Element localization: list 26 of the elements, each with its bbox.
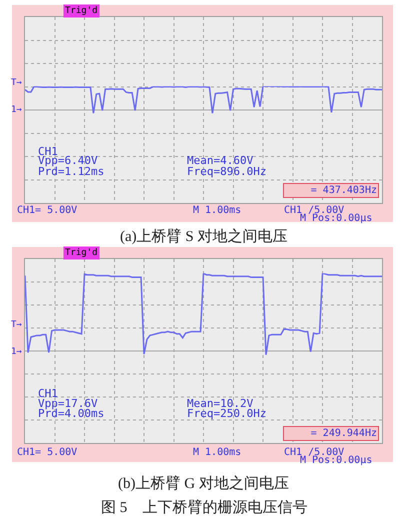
text: CH1 bbox=[38, 387, 58, 400]
text: M 1.00ms bbox=[193, 205, 242, 216]
text: Freq=896.0Hz bbox=[187, 165, 266, 178]
text: Trig'd bbox=[65, 248, 98, 258]
text: Mean=4.60V bbox=[187, 154, 254, 167]
text: Prd=4.00ms bbox=[38, 407, 104, 420]
text: 1→ bbox=[11, 105, 22, 115]
text: Prd=1.12ms bbox=[38, 165, 104, 178]
text: Trig'd bbox=[65, 6, 98, 16]
text: M Pos:0.00µs bbox=[300, 213, 372, 224]
text: CH1= 5.00V bbox=[17, 205, 78, 216]
text: = 249.944Hz bbox=[310, 428, 377, 439]
text: CH1= 5.00V bbox=[17, 447, 78, 458]
text: T→ bbox=[11, 78, 22, 88]
caption: 图 5 上下桥臂的栅源电压信号 bbox=[101, 499, 308, 516]
text: 1→ bbox=[11, 347, 22, 357]
text: (a)上桥臂 S 对地之间电压 bbox=[120, 228, 288, 245]
text: M 1.00ms bbox=[193, 447, 242, 458]
text: Mean=10.2V bbox=[187, 397, 254, 410]
text: (b)上桥臂 G 对地之间电压 bbox=[118, 475, 289, 492]
text: = 437.403Hz bbox=[310, 185, 377, 196]
text: Freq=250.0Hz bbox=[187, 407, 266, 420]
text: T→ bbox=[11, 320, 22, 330]
text: Vpp=17.6V bbox=[38, 397, 98, 410]
text: Vpp=6.40V bbox=[38, 154, 98, 167]
text: M Pos:0.00µs bbox=[300, 455, 372, 466]
